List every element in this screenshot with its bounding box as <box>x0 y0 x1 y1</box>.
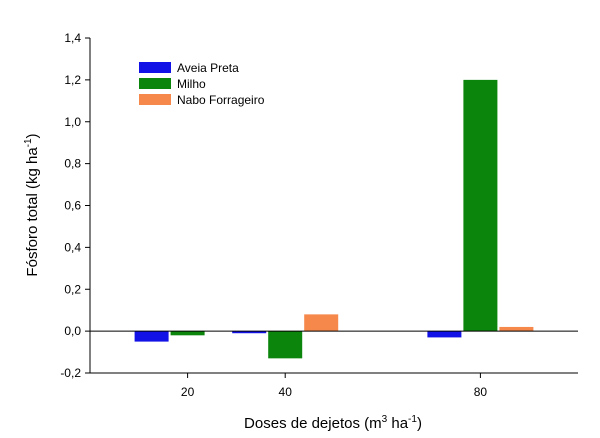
y-tick-label: 0,8 <box>64 157 81 171</box>
y-tick-label: 1,2 <box>64 73 81 87</box>
y-tick-label: -0,2 <box>60 366 81 380</box>
bar-milho <box>170 331 205 336</box>
x-ticks-group: 20 40 80 <box>181 373 487 399</box>
legend: Aveia Preta Milho Nabo Forrageiro <box>139 61 265 107</box>
legend-label: Milho <box>177 77 206 91</box>
legend-swatch <box>139 94 171 105</box>
y-axis-label: Fósforo total (kg ha-1) <box>23 133 41 276</box>
x-axis-label-middle: ha <box>387 415 409 432</box>
x-axis-label-suffix: ) <box>417 415 422 432</box>
x-axis-label-prefix: Doses de dejetos (m <box>244 415 382 432</box>
x-tick-label: 80 <box>474 385 488 399</box>
legend-label: Nabo Forrageiro <box>177 93 265 107</box>
bar-aveia-preta <box>134 331 169 342</box>
bar-milho <box>268 331 303 359</box>
legend-label: Aveia Preta <box>177 61 239 75</box>
x-axis-label-sup1: 3 <box>382 414 388 425</box>
y-axis-label-prefix: Fósforo total (kg ha <box>24 147 41 277</box>
y-tick-label: 1,0 <box>64 115 81 129</box>
legend-swatch <box>139 62 171 73</box>
y-tick-label: 0,4 <box>64 240 81 254</box>
bar-nabo-forrageiro <box>499 326 534 332</box>
x-axis-label-sup2: -1 <box>408 414 417 425</box>
bar-milho <box>463 79 498 332</box>
x-axis-label: Doses de dejetos (m3 ha-1) <box>244 414 422 432</box>
legend-swatch <box>139 78 171 89</box>
y-tick-label: 0,0 <box>64 324 81 338</box>
y-tick-label: 0,6 <box>64 199 81 213</box>
y-ticks-group: -0,2 0,0 0,2 0,4 0,6 0,8 1,0 1,2 1,4 <box>60 31 90 380</box>
y-axis-label-suffix: ) <box>24 133 41 138</box>
bar-nabo-forrageiro <box>304 314 339 332</box>
x-tick-label: 40 <box>279 385 293 399</box>
bar-aveia-preta <box>232 331 267 334</box>
bar-aveia-preta <box>427 331 462 338</box>
y-tick-label: 0,2 <box>64 282 81 296</box>
y-tick-label: 1,4 <box>64 31 81 45</box>
x-tick-label: 20 <box>181 385 195 399</box>
y-axis-label-sup: -1 <box>23 138 34 147</box>
bars-group <box>134 79 534 359</box>
